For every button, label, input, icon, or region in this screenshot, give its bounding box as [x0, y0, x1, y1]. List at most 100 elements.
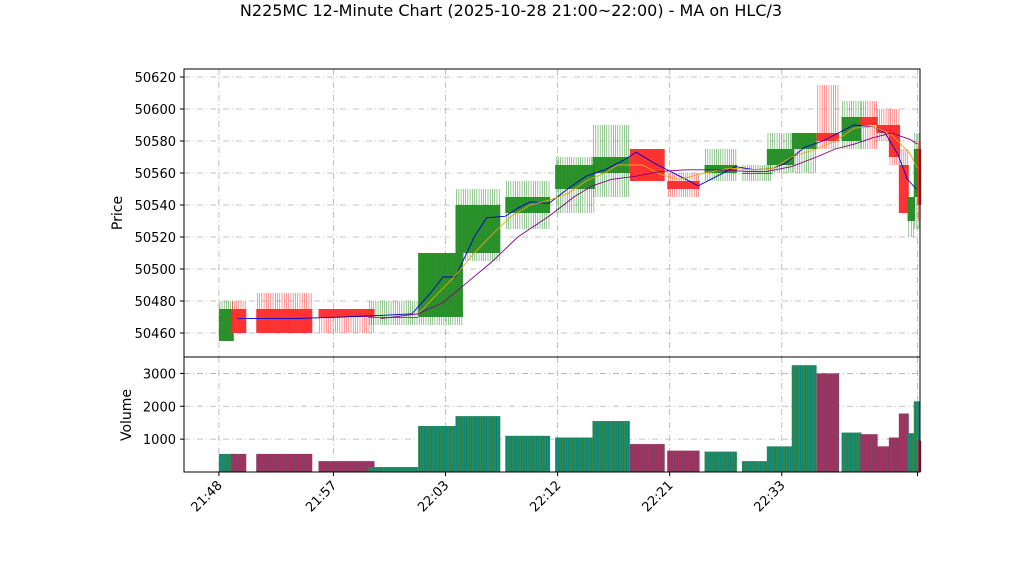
price-grid — [184, 69, 920, 357]
candle — [592, 125, 630, 197]
candle-body — [368, 317, 419, 318]
price-tick-label: 50540 — [135, 199, 176, 214]
volume-bar — [791, 365, 817, 472]
volume-bar-fill — [368, 467, 419, 472]
volume-bar — [629, 444, 665, 472]
candle — [888, 109, 901, 165]
ma-mid-line — [417, 126, 918, 315]
volume-bar-fill — [913, 401, 920, 472]
candle — [231, 301, 247, 333]
candle — [917, 141, 922, 221]
candle-body — [907, 197, 916, 221]
volume-axis-ticks: 1000 2000 3000 — [143, 367, 184, 448]
volume-bar-fill — [791, 365, 817, 472]
volume-bar-fill — [231, 453, 247, 472]
volume-bar — [860, 434, 878, 472]
volume-bar-fill — [455, 416, 501, 472]
volume-bar-fill — [741, 461, 772, 472]
candle-body — [791, 133, 817, 149]
candle — [741, 165, 772, 181]
x-tick-label: 22:33 — [751, 478, 788, 515]
candle — [505, 181, 551, 229]
candle — [704, 149, 737, 181]
candle-body — [505, 197, 551, 213]
candle — [766, 133, 795, 173]
volume-bar — [816, 373, 840, 472]
price-tick-label: 50460 — [135, 327, 176, 342]
candle — [368, 301, 419, 325]
volume-bar — [505, 435, 551, 472]
candle-body — [256, 309, 313, 333]
price-axis-label: Price — [110, 196, 126, 230]
candle-body — [841, 117, 862, 141]
volume-bar — [841, 432, 862, 472]
candle-body — [816, 133, 840, 141]
volume-bar-fill — [318, 461, 375, 472]
chart-title: N225MC 12-Minute Chart (2025-10-28 21:00… — [240, 1, 782, 20]
candle — [256, 293, 313, 333]
price-tick-label: 50620 — [135, 71, 176, 86]
candle — [816, 85, 840, 149]
candle-body — [888, 125, 901, 157]
volume-bar — [318, 461, 375, 472]
candle-body — [741, 173, 772, 174]
volume-bar-fill — [888, 437, 901, 472]
x-tick-label: 22:21 — [639, 478, 676, 515]
candle — [898, 149, 909, 213]
ma-fast-line — [237, 124, 917, 320]
volume-bars — [218, 365, 922, 472]
volume-axis-label: Volume — [119, 389, 135, 441]
volume-bar-fill — [629, 444, 665, 472]
volume-bar — [766, 446, 795, 472]
volume-bar — [667, 450, 700, 472]
volume-bar-fill — [898, 413, 909, 472]
candle-body — [898, 165, 909, 213]
x-tick-label: 21:48 — [189, 478, 226, 515]
volume-bar-fill — [917, 440, 922, 472]
volume-bar — [898, 413, 909, 472]
volume-bar — [704, 451, 737, 472]
price-tick-label: 50580 — [135, 135, 176, 150]
candles — [218, 85, 922, 341]
volume-bar — [256, 453, 313, 472]
candle-body — [860, 117, 878, 125]
moving-average-lines — [237, 124, 918, 320]
candle-body — [766, 149, 795, 165]
price-tick-label: 50520 — [135, 231, 176, 246]
price-axis-ticks: 50460 50480 50500 50520 50540 50560 50580 50600… — [135, 71, 184, 342]
price-tick-label: 50600 — [135, 103, 176, 118]
candle — [860, 101, 878, 149]
candle — [218, 301, 234, 341]
candle-body — [218, 309, 234, 341]
candle — [667, 173, 700, 197]
x-tick-label: 22:03 — [415, 478, 452, 515]
candle-body — [592, 157, 630, 173]
candle-body — [704, 165, 737, 173]
volume-tick-label: 3000 — [143, 367, 176, 382]
candle-body — [231, 309, 247, 333]
volume-bar — [555, 437, 595, 472]
candle — [455, 189, 501, 261]
price-tick-label: 50480 — [135, 295, 176, 310]
volume-bar-fill — [555, 437, 595, 472]
x-tick-label: 22:12 — [527, 478, 564, 515]
volume-bar — [368, 467, 419, 472]
volume-panel-frame — [183, 356, 921, 473]
candle — [418, 253, 463, 325]
volume-tick-label: 2000 — [143, 400, 176, 415]
candle — [555, 157, 595, 213]
candle-body — [876, 125, 892, 133]
ma-slow-line — [380, 132, 918, 320]
volume-bar — [455, 416, 501, 472]
volume-tick-label: 1000 — [143, 433, 176, 448]
volume-bar-fill — [505, 435, 551, 472]
candle-body — [455, 205, 501, 253]
candle-body — [318, 309, 375, 317]
volume-bar — [888, 437, 901, 472]
price-tick-label: 50560 — [135, 167, 176, 182]
volume-bar-fill — [256, 453, 313, 472]
price-tick-label: 50500 — [135, 263, 176, 278]
volume-bar-fill — [841, 432, 862, 472]
